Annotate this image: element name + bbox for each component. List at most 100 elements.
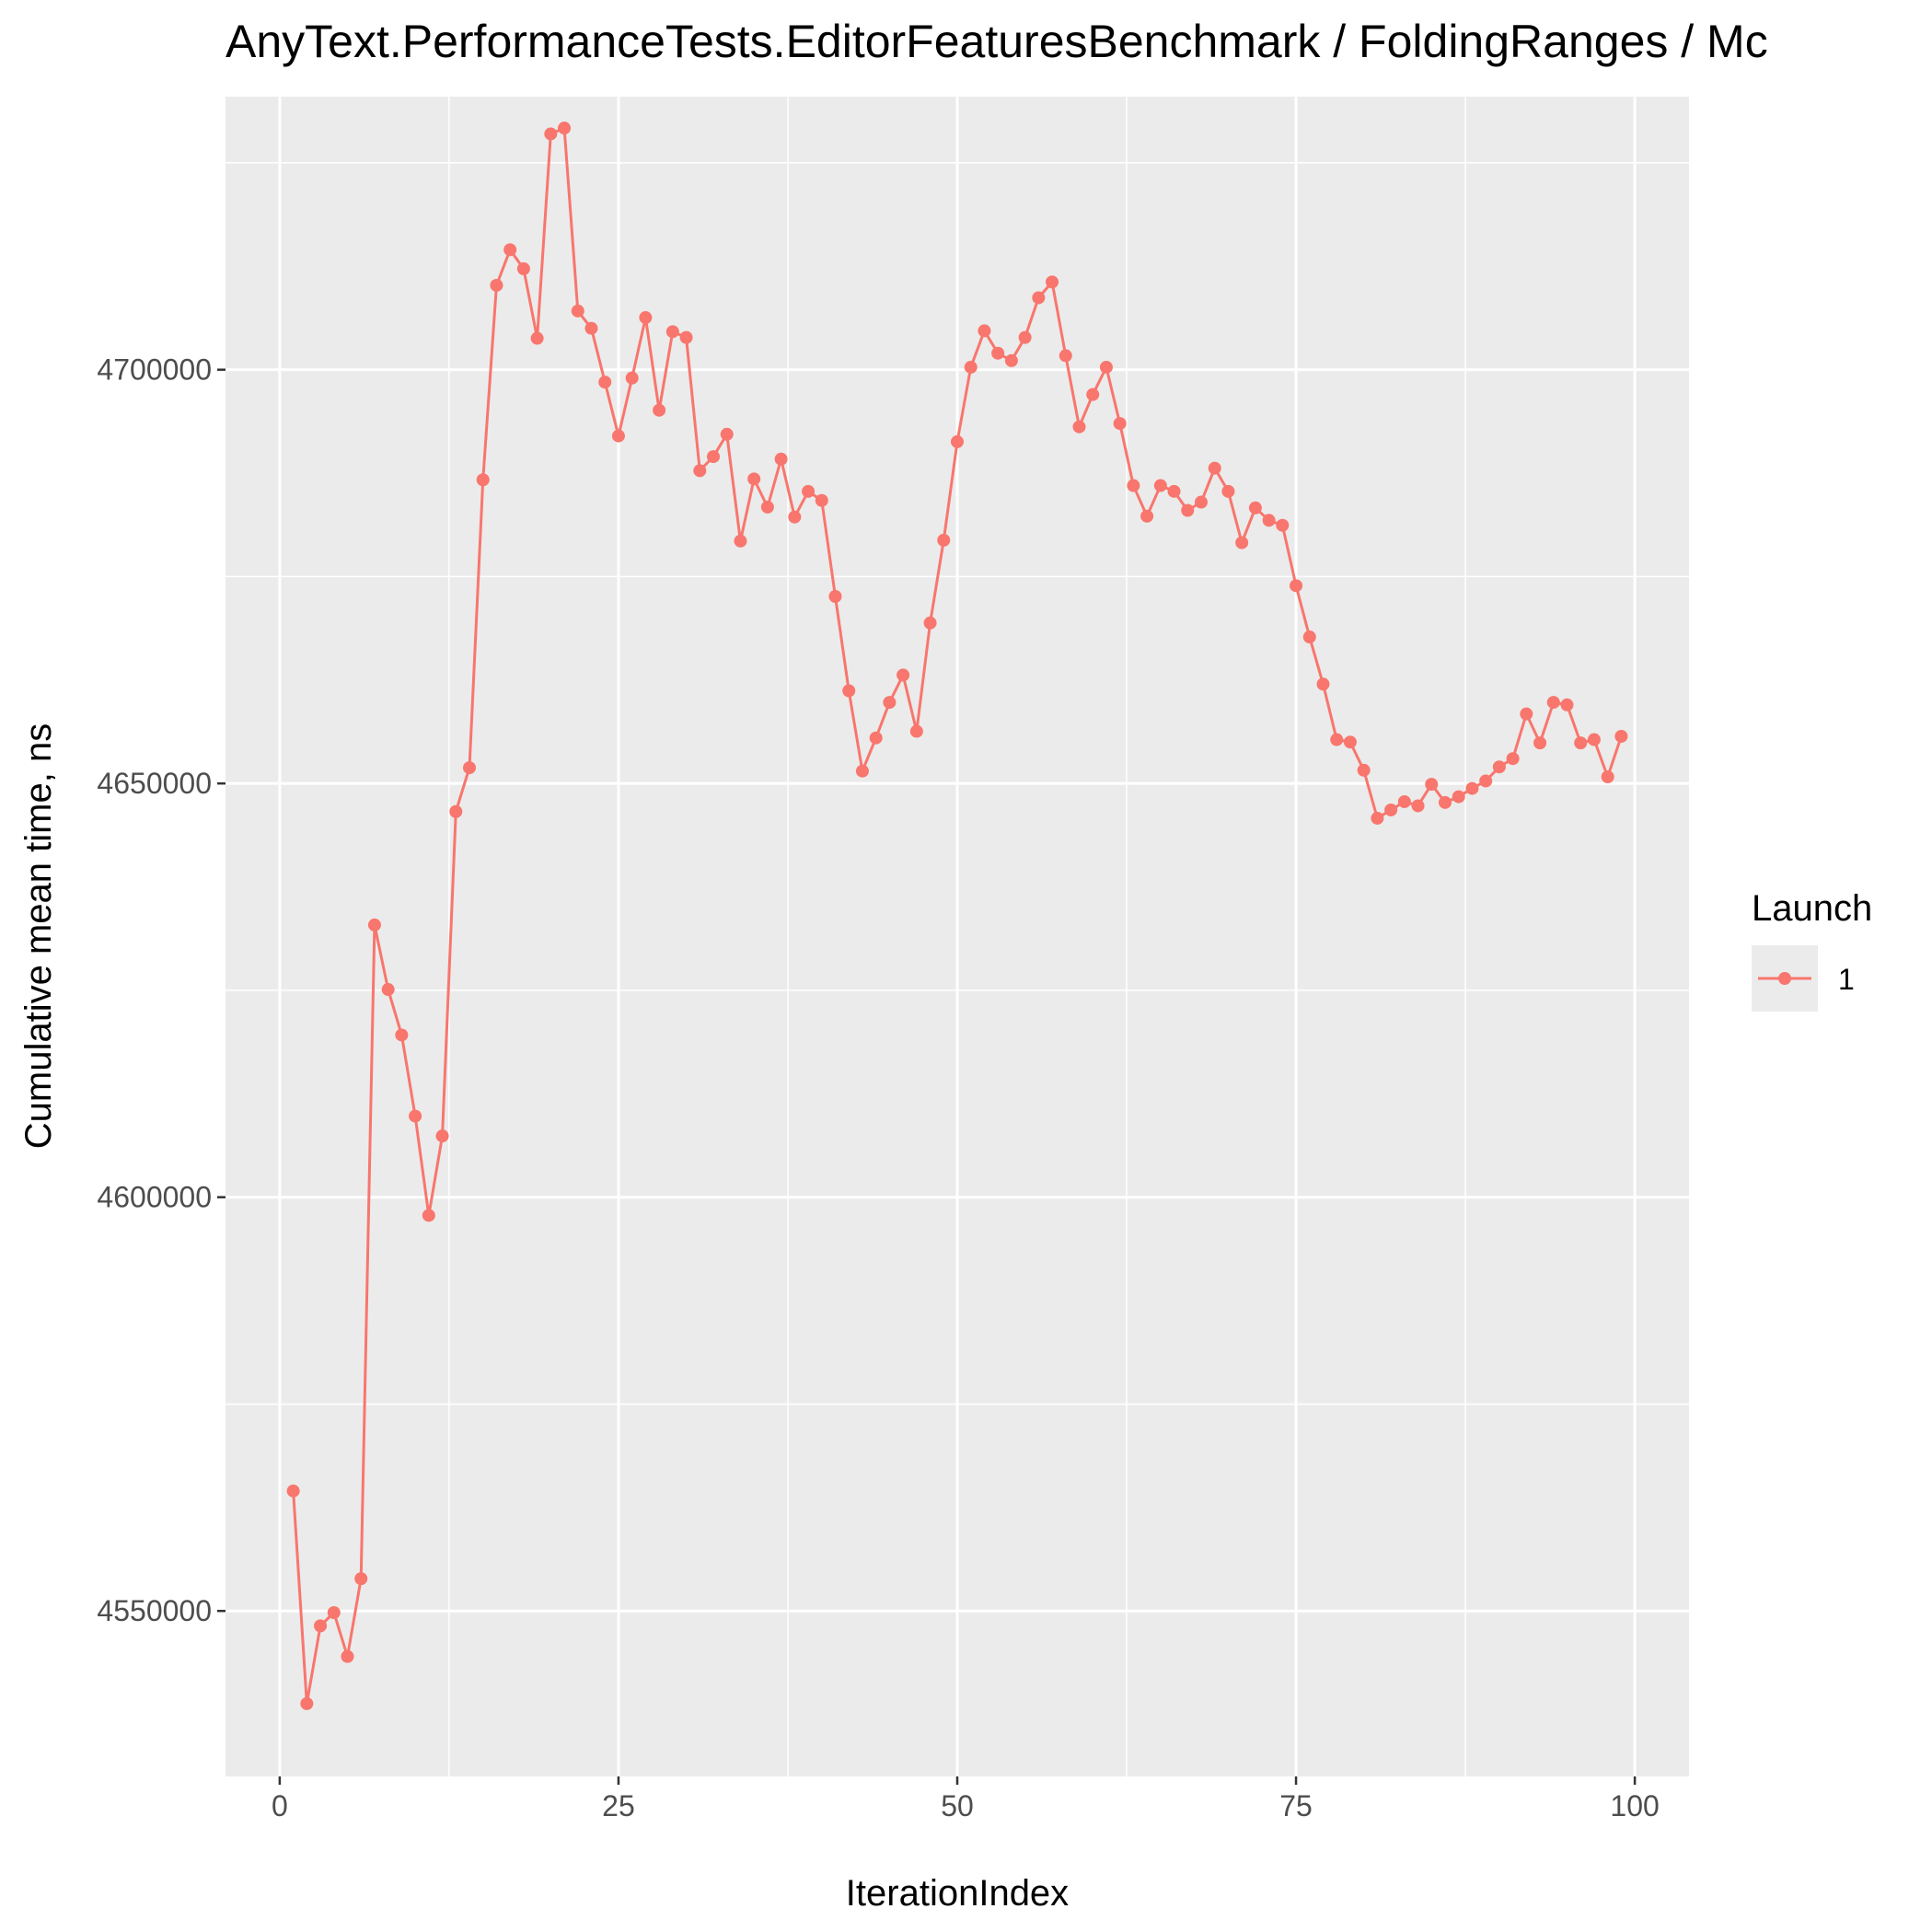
- data-point: [381, 983, 395, 997]
- data-point: [300, 1696, 314, 1710]
- data-point: [1127, 479, 1140, 492]
- series-layer: [286, 121, 1628, 1710]
- data-point: [1221, 484, 1235, 498]
- data-point: [1397, 794, 1411, 808]
- data-point: [1153, 479, 1167, 492]
- data-point: [598, 376, 612, 389]
- data-point: [314, 1619, 328, 1633]
- data-point: [1195, 495, 1208, 509]
- data-point: [883, 696, 897, 710]
- data-point: [788, 510, 802, 524]
- data-point: [1018, 330, 1032, 344]
- data-point: [639, 311, 653, 325]
- data-point: [923, 616, 937, 630]
- data-point: [1357, 763, 1371, 777]
- data-point: [1492, 760, 1506, 774]
- data-point: [395, 1028, 409, 1042]
- data-point: [1099, 360, 1113, 374]
- legend-title: Launch: [1752, 888, 1872, 929]
- data-point: [490, 278, 503, 292]
- x-tick-label: 100: [1610, 1789, 1659, 1822]
- data-point: [1330, 733, 1344, 746]
- data-point: [842, 684, 856, 698]
- data-point: [1411, 799, 1425, 813]
- data-point: [476, 473, 490, 487]
- data-point: [720, 427, 734, 441]
- data-point: [1181, 503, 1195, 517]
- data-point: [1479, 774, 1493, 788]
- data-point: [625, 371, 639, 385]
- data-point: [1235, 536, 1249, 550]
- x-tick-label: 0: [272, 1789, 288, 1822]
- data-point: [1425, 778, 1439, 792]
- data-point: [1032, 291, 1046, 305]
- data-point: [964, 360, 978, 374]
- data-point: [1384, 803, 1398, 816]
- data-point: [611, 429, 625, 443]
- data-point: [571, 304, 584, 318]
- data-point: [1290, 579, 1303, 593]
- data-point: [734, 534, 747, 548]
- data-point: [897, 668, 910, 682]
- data-point: [1506, 752, 1520, 766]
- x-tick-label: 25: [602, 1789, 635, 1822]
- data-point: [679, 330, 693, 344]
- data-point: [869, 731, 883, 745]
- data-point: [774, 452, 788, 466]
- y-tick-label: 4700000: [97, 353, 212, 387]
- data-point: [558, 121, 572, 135]
- data-point: [760, 500, 774, 514]
- data-point: [1546, 696, 1560, 710]
- data-point: [1276, 518, 1290, 532]
- data-point: [341, 1649, 354, 1663]
- data-point: [855, 764, 869, 778]
- legend-entry-label: 1: [1838, 963, 1855, 996]
- x-axis-ticks: 0 25 50 75 100: [272, 1776, 1660, 1822]
- data-point: [1059, 349, 1072, 363]
- y-tick-label: 4600000: [97, 1181, 212, 1214]
- legend: Launch 1: [1752, 888, 1872, 1012]
- data-point: [354, 1572, 368, 1586]
- data-point: [503, 243, 517, 257]
- data-point: [937, 533, 951, 547]
- data-point: [409, 1109, 422, 1123]
- data-point: [1587, 733, 1601, 746]
- legend-key-point: [1778, 972, 1791, 985]
- data-point: [530, 331, 544, 345]
- data-point: [1208, 461, 1221, 475]
- data-point: [653, 403, 666, 417]
- y-axis-title: Cumulative mean time, ns: [18, 723, 59, 1149]
- data-point: [1167, 484, 1181, 498]
- data-point: [665, 325, 679, 339]
- grid-major: [226, 97, 1689, 1776]
- data-point: [1614, 729, 1628, 743]
- data-point: [1465, 781, 1479, 795]
- data-point: [1452, 790, 1465, 804]
- data-point: [815, 493, 828, 507]
- x-tick-label: 50: [941, 1789, 974, 1822]
- data-point: [1533, 736, 1547, 750]
- data-point: [1574, 736, 1588, 750]
- y-axis-ticks: 4550000 4600000 4650000 4700000: [97, 353, 226, 1627]
- data-point: [802, 484, 816, 498]
- data-point: [422, 1209, 435, 1222]
- data-point: [1140, 509, 1154, 523]
- data-point: [828, 590, 842, 604]
- data-point: [909, 724, 923, 738]
- y-tick-label: 4650000: [97, 767, 212, 800]
- data-point: [449, 804, 463, 818]
- x-axis-title: IterationIndex: [846, 1873, 1069, 1914]
- data-point: [951, 434, 964, 448]
- data-point: [1560, 698, 1574, 711]
- x-tick-label: 75: [1279, 1789, 1313, 1822]
- data-point: [1046, 275, 1059, 289]
- data-point: [1113, 417, 1127, 431]
- data-point: [1004, 353, 1018, 367]
- data-point: [367, 918, 381, 931]
- data-point: [1520, 707, 1533, 721]
- data-point: [286, 1484, 300, 1498]
- data-point: [1248, 501, 1262, 515]
- data-point: [1343, 735, 1357, 749]
- data-point: [1302, 631, 1316, 644]
